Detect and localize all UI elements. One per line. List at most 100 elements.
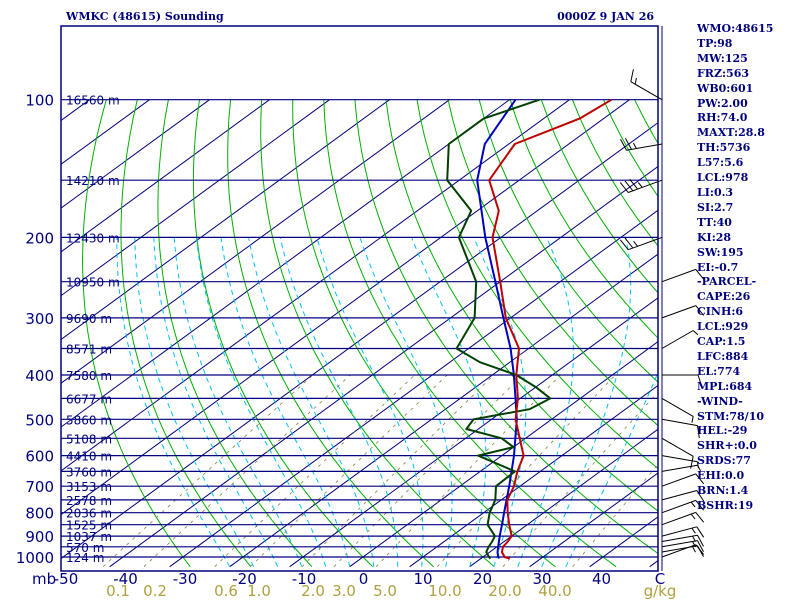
index-value: WB0:601 (697, 81, 754, 95)
dry-adiabat-line (82, 99, 191, 567)
wind-barb (661, 526, 705, 538)
wind-barb (661, 473, 705, 487)
wind-barb (661, 499, 705, 514)
plot-frame (60, 25, 659, 572)
height-label: 4410 m (66, 450, 112, 464)
isotherm-line (61, 122, 658, 560)
pressure-tick-label: 100 (25, 92, 54, 110)
index-value: LI:0.3 (697, 185, 734, 199)
isotherm-line (109, 165, 658, 568)
wind-barb (661, 418, 700, 439)
mixing-ratio-tick-label: 0.2 (143, 582, 167, 600)
height-label: 3153 m (66, 480, 112, 494)
height-label: 10950 m (66, 276, 120, 290)
mixing-ratio-line (502, 391, 658, 567)
isotherm-line (61, 99, 510, 428)
mixing-ratio-line (333, 374, 523, 567)
index-value: WMO:48615 (697, 22, 774, 35)
height-label: 2578 m (66, 494, 112, 508)
height-label: 2036 m (66, 507, 112, 521)
height-label: 9690 m (66, 312, 112, 326)
wind-barb (619, 178, 663, 193)
indices-panel: WMO:48615 TP:98 MW:125 FRZ:563 WB0:601 PW:2.0… (697, 22, 800, 514)
wind-barb (661, 545, 704, 558)
isotherm-line (169, 209, 658, 568)
temperature-tick-label: 20 (473, 570, 492, 588)
temperature-tick-label: -20 (232, 570, 257, 588)
sounding-profiles (446, 98, 613, 560)
temperature-tick-label: -30 (173, 570, 198, 588)
index-value: PW:2.00 (697, 96, 748, 110)
mixing-ratio-tick-label: 0.6 (214, 582, 238, 600)
wind-barbs (619, 26, 705, 571)
station-title: WMKC (48615) Sounding (65, 10, 224, 23)
moist-adiabat-line (316, 237, 424, 567)
moist-adiabat-line (279, 237, 399, 567)
isotherm-line (61, 99, 450, 384)
index-value: EHI:0.0 (697, 469, 745, 483)
index-value: CINH:6 (697, 305, 744, 319)
wind-barb (661, 268, 705, 283)
isotherm-line (229, 253, 658, 568)
index-value: CAPE:26 (697, 290, 751, 304)
height-label: 5860 m (66, 413, 112, 427)
height-label: 14210 m (66, 174, 120, 188)
index-value: L57:5.6 (697, 156, 744, 170)
height-label: 570 m (66, 541, 104, 555)
isotherm-line (61, 99, 390, 341)
dry-adiabat-line (227, 99, 434, 568)
wind-barb (661, 397, 694, 423)
mixing-ratio-line (214, 374, 415, 567)
index-value: MPL:684 (697, 379, 753, 393)
mixing-ratio-tick-label: 0.1 (106, 582, 130, 600)
pressure-tick-label: 800 (25, 505, 54, 523)
wind-barb (661, 540, 704, 552)
wind-barb (661, 490, 705, 502)
index-value: SW:195 (697, 245, 744, 259)
dry-adiabat-line (120, 99, 252, 568)
index-value: SI:2.7 (697, 200, 734, 214)
mixing-ratio-tick-label: 5.0 (373, 582, 397, 600)
index-value: BRN:1.4 (697, 484, 749, 498)
mixing-ratio-tick-label: 10.0 (428, 582, 461, 600)
dry-adiabat-line (260, 99, 495, 568)
wind-barb (619, 236, 663, 251)
temperature-tick-label: 40 (592, 570, 611, 588)
wind-barb (661, 305, 705, 319)
index-value: LCL:929 (697, 320, 749, 334)
pressure-tick-label: 1000 (16, 549, 54, 567)
index-value: TH:5736 (697, 141, 751, 155)
height-label: 3760 m (66, 465, 112, 479)
height-label: 16560 m (66, 94, 120, 108)
index-value: RH:74.0 (697, 111, 748, 125)
index-value: SRDS:77 (697, 454, 751, 468)
index-value: -PARCEL- (697, 275, 757, 289)
pressure-tick-label: 400 (25, 367, 54, 385)
index-value: -WIND- (697, 394, 743, 408)
mixing-ratio-line (250, 374, 448, 567)
index-value: EI:-0.7 (697, 260, 739, 274)
index-value: SHR+:0.0 (697, 439, 757, 453)
wind-barb (661, 455, 699, 469)
index-value: LCL:978 (697, 171, 749, 185)
moist-adiabat-line (134, 237, 255, 567)
isotherm-line (61, 99, 330, 297)
dry-adiabat-line (354, 99, 658, 555)
isotherm-line (529, 472, 658, 568)
wind-barb (662, 374, 703, 388)
temperature-tick-label: -40 (113, 570, 138, 588)
moist-adiabat-line (248, 237, 375, 567)
dry-adiabat-line (509, 99, 658, 339)
height-label: 1037 m (66, 530, 112, 544)
moist-adiabat-line (116, 237, 231, 567)
temperature-tick-label: -50 (54, 570, 79, 588)
index-value: HEL:-29 (697, 424, 748, 438)
wind-barb (661, 437, 694, 469)
temperature-tick-label: 30 (532, 570, 551, 588)
dry-adiabat-line (478, 99, 658, 383)
moist-adiabat-line (173, 237, 303, 567)
dewpoint-trace (446, 98, 552, 560)
moist-adiabat-line (517, 237, 574, 567)
index-value: STM:78/10 (697, 409, 764, 423)
